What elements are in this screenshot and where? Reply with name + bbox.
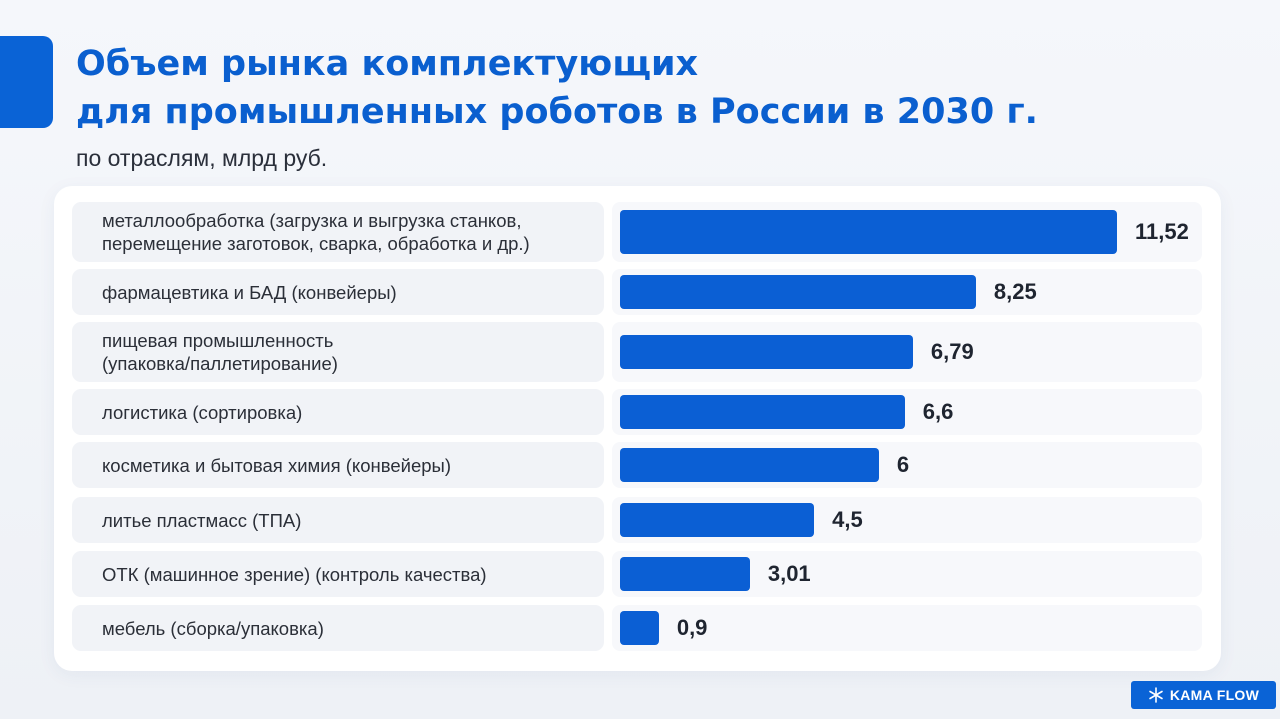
category-label-line: косметика и бытовая химия (конвейеры) [102, 454, 451, 476]
title-line-2: для промышленных роботов в России в 2030… [76, 92, 1038, 132]
category-label-line: пищевая промышленность [102, 330, 334, 351]
bar [620, 503, 815, 537]
accent-block [0, 36, 53, 128]
bar-track [612, 605, 1202, 651]
bar-value-label: 6 [896, 452, 910, 477]
category-label-line: литье пластмасс (ТПА) [102, 509, 302, 531]
category-label: косметика и бытовая химия (конвейеры) [72, 442, 604, 488]
category-label-line: фармацевтика и БАД (конвейеры) [102, 281, 397, 303]
bar [620, 557, 750, 591]
category-label-line: (упаковка/паллетирование) [102, 353, 338, 374]
category-label: фармацевтика и БАД (конвейеры) [72, 269, 604, 315]
bar [620, 611, 659, 645]
brand-name: KAMA FLOW [1169, 687, 1260, 703]
category-label-line: металлообработка (загрузка и выгрузка ст… [102, 210, 522, 231]
category-label: литье пластмасс (ТПА) [72, 497, 604, 543]
category-label: логистика (сортировка) [72, 389, 604, 435]
bar [620, 335, 913, 369]
category-label-line: перемещение заготовок, сварка, обработка… [102, 233, 530, 254]
category-label-line: мебель (сборка/упаковка) [102, 617, 324, 639]
category-label: пищевая промышленность (упаковка/паллетир… [72, 322, 604, 382]
bar [620, 448, 879, 482]
bar-value-label: 11,52 [1135, 219, 1189, 244]
title-line-1: Объем рынка комплектующих [76, 44, 699, 84]
bar-value-label: 6,79 [930, 339, 974, 364]
category-label: металлообработка (загрузка и выгрузка ст… [72, 202, 604, 262]
bar [620, 275, 976, 309]
snowflake-icon [1149, 687, 1163, 703]
brand-badge: KAMA FLOW [1131, 681, 1276, 709]
bar-value-label: 4,5 [832, 507, 863, 532]
category-label: мебель (сборка/упаковка) [72, 605, 604, 651]
bar-value-label: 3,01 [767, 561, 811, 586]
category-label-line: ОТК (машинное зрение) (контроль качества… [102, 563, 487, 585]
bar-value-label: 6,6 [922, 399, 954, 424]
bar [620, 210, 1117, 254]
bar [620, 395, 905, 429]
bar-value-label: 8,25 [993, 279, 1037, 304]
chart-subtitle: по отраслям, млрд руб. [76, 145, 328, 171]
bar-value-label: 0,9 [676, 615, 708, 640]
page-title: Объем рынка комплектующих для промышленн… [76, 40, 1038, 136]
category-label: ОТК (машинное зрение) (контроль качества… [72, 551, 604, 597]
category-label-line: логистика (сортировка) [102, 401, 303, 423]
